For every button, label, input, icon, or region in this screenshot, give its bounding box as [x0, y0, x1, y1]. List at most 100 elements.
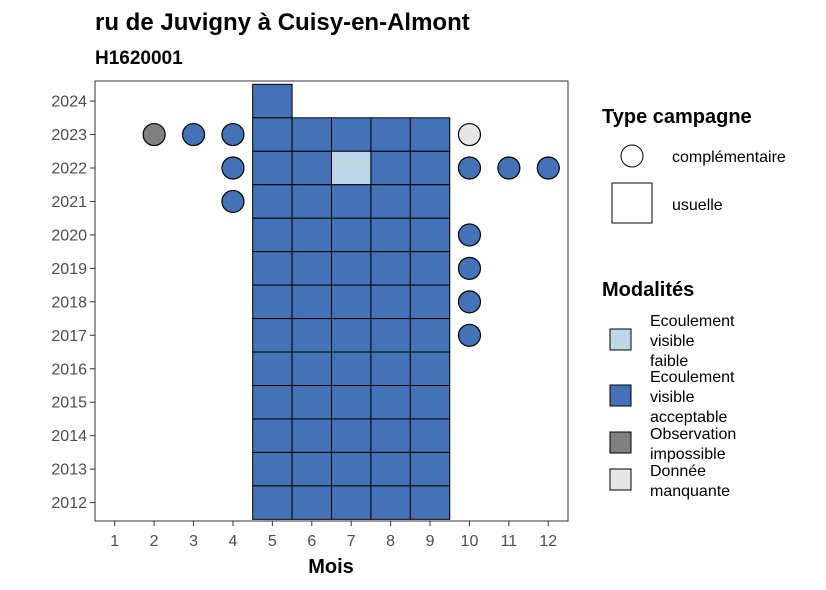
y-tick-label: 2022 — [51, 160, 87, 177]
usuelle-cell — [252, 318, 293, 353]
x-tick-label: 5 — [268, 533, 277, 550]
legend-circle-key — [620, 144, 644, 168]
complementaire-point — [457, 122, 482, 147]
legend-modalities-title: Modalités — [602, 279, 694, 301]
y-tick-label: 2013 — [51, 462, 87, 479]
chart-subtitle: H1620001 — [95, 48, 183, 69]
usuelle-cell — [370, 217, 411, 253]
usuelle-cell — [370, 451, 411, 487]
legend-label-manquante-2: manquante — [650, 483, 730, 500]
usuelle-cell — [331, 251, 372, 286]
x-tick-label: 7 — [347, 533, 356, 550]
x-tick-label: 6 — [307, 533, 316, 550]
legend-label-impossible-2: impossible — [650, 446, 726, 463]
legend-label-acceptable-1: Ecoulement — [650, 369, 735, 386]
complementaire-point — [221, 189, 245, 214]
usuelle-cell — [252, 117, 293, 152]
usuelle-cell — [409, 318, 451, 353]
usuelle-cell — [331, 184, 372, 219]
legend-label-faible-1: Ecoulement — [650, 313, 735, 330]
complementaire-point — [457, 290, 482, 314]
complementaire-point — [221, 156, 245, 180]
usuelle-cell — [331, 318, 372, 353]
x-axis: 1 2 3 4 5 6 7 8 9 10 11 12 — [110, 521, 557, 550]
usuelle-cell — [252, 451, 293, 487]
usuelle-cell — [252, 83, 293, 119]
usuelle-cell — [409, 384, 451, 420]
usuelle-cell — [370, 150, 411, 186]
usuelle-cell — [409, 351, 451, 386]
complementaire-point — [142, 122, 166, 147]
complementaire-point — [221, 122, 245, 147]
legend-modalities: Modalités Ecoulement visible faible Ecou… — [602, 279, 736, 500]
x-tick-label: 12 — [539, 533, 557, 550]
usuelle-cell — [409, 184, 451, 219]
usuelle-cell — [252, 485, 293, 520]
usuelle-cell — [291, 117, 332, 152]
usuelle-cell — [252, 284, 293, 320]
complementaire-point — [457, 323, 482, 347]
x-tick-label: 3 — [189, 533, 198, 550]
usuelle-cell — [370, 251, 411, 286]
usuelle-cell — [252, 384, 293, 420]
usuelle-cell — [331, 384, 372, 420]
complementaire-point — [457, 223, 482, 247]
y-axis: 2024 2023 2022 2021 2020 2019 2018 2017 2016 2015… — [51, 94, 95, 512]
y-tick-label: 2019 — [51, 261, 87, 278]
usuelle-cell — [291, 351, 332, 386]
legend-square-key — [611, 182, 653, 224]
usuelle-cell — [409, 451, 451, 487]
usuelle-cell — [370, 284, 411, 320]
usuelle-cell — [291, 217, 332, 253]
legend-campaign: Type campagne complémentaire usuelle — [602, 106, 786, 224]
usuelle-cell — [409, 150, 451, 186]
usuelle-cell — [409, 217, 451, 253]
legend-label-acceptable-3: acceptable — [650, 409, 727, 426]
usuelle-cell — [331, 351, 372, 386]
usuelle-cell — [252, 351, 293, 386]
x-tick-label: 1 — [110, 533, 119, 550]
legend-label-faible-2: visible — [650, 333, 695, 350]
usuelle-cell — [331, 150, 372, 186]
legend-label-faible-3: faible — [650, 353, 688, 370]
usuelle-cell — [291, 284, 332, 320]
usuelle-cell — [370, 318, 411, 353]
usuelle-cell — [291, 418, 332, 453]
usuelle-cell — [291, 150, 332, 186]
legend-campaign-label-usuelle: usuelle — [672, 197, 723, 214]
chart-title: ru de Juvigny à Cuisy-en-Almont — [95, 9, 470, 36]
usuelle-cell — [331, 418, 372, 453]
usuelle-cell — [370, 418, 411, 453]
legend-key-impossible — [609, 431, 632, 454]
y-tick-label: 2014 — [51, 428, 87, 445]
x-axis-title: Mois — [308, 556, 354, 578]
usuelle-cell — [291, 184, 332, 219]
usuelle-cell — [252, 150, 293, 186]
usuelle-cell — [370, 117, 411, 152]
usuelle-cell — [252, 184, 293, 219]
usuelle-cell — [409, 284, 451, 320]
y-tick-label: 2021 — [51, 194, 87, 211]
usuelle-cell — [331, 284, 372, 320]
y-tick-label: 2023 — [51, 127, 87, 144]
usuelle-cell — [291, 451, 332, 487]
legend-campaign-label-complementaire: complémentaire — [672, 149, 786, 166]
usuelle-cell — [252, 251, 293, 286]
usuelle-cell — [291, 485, 332, 520]
usuelle-cell — [331, 451, 372, 487]
y-tick-label: 2012 — [51, 495, 87, 512]
complementaire-points — [142, 122, 560, 347]
usuelle-cell — [409, 251, 451, 286]
y-tick-label: 2020 — [51, 227, 87, 244]
x-tick-label: 2 — [150, 533, 159, 550]
legend-label-manquante-1: Donnée — [650, 463, 706, 480]
legend-key-manquante — [609, 468, 632, 491]
complementaire-point — [457, 256, 482, 280]
legend-campaign-title: Type campagne — [602, 106, 752, 128]
usuelle-cell — [370, 184, 411, 219]
usuelle-cell — [331, 117, 372, 152]
y-tick-label: 2024 — [51, 94, 87, 111]
y-tick-label: 2018 — [51, 294, 87, 311]
